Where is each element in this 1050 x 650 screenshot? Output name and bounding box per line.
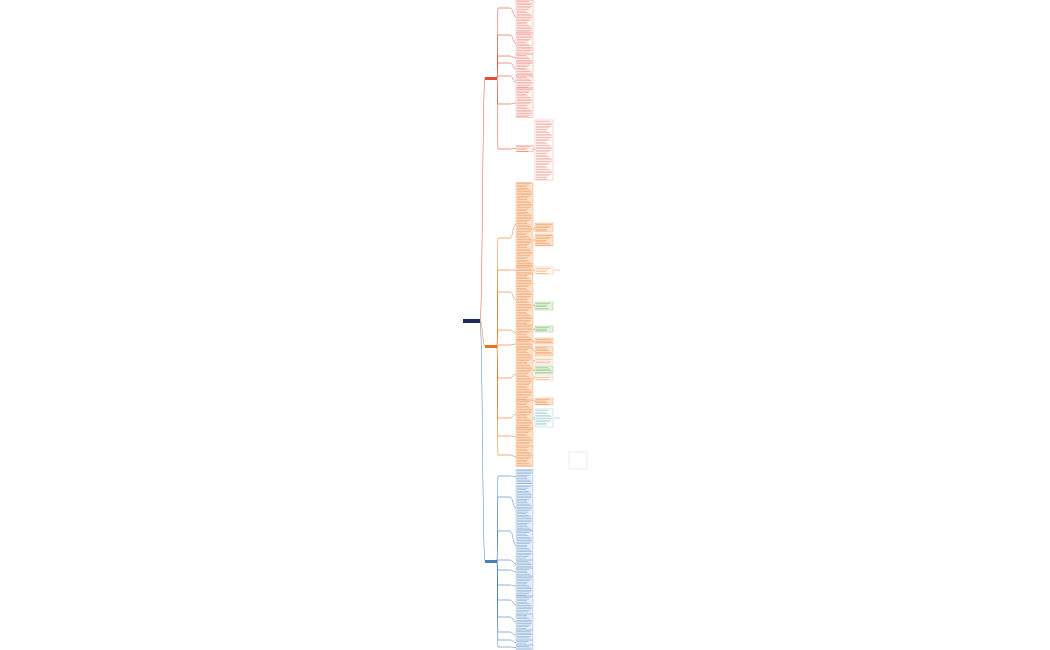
leaf-node: [515, 76, 534, 88]
link: [509, 329, 517, 333]
link: [496, 560, 499, 648]
link: [509, 496, 517, 509]
link: [532, 227, 536, 231]
detail-node: [534, 408, 554, 428]
link: [532, 399, 536, 402]
link: [509, 530, 517, 546]
leaf-node: [515, 560, 534, 568]
link: [532, 304, 536, 307]
branch-node: [485, 560, 497, 563]
link: [509, 454, 517, 457]
detail-node: [534, 375, 554, 381]
leaf-node: [515, 400, 534, 428]
detail-node: [534, 397, 554, 406]
link: [509, 646, 517, 648]
link: [509, 291, 517, 300]
link: [479, 320, 486, 347]
link: [496, 329, 499, 347]
leaf-node: [515, 62, 534, 76]
leaf-node: [515, 182, 534, 266]
nodes: [498, 0, 585, 650]
detail-node: [534, 266, 554, 275]
links: [479, 7, 536, 648]
leaf-node: [515, 485, 534, 531]
link: [479, 320, 486, 562]
link: [496, 77, 499, 150]
leaf-node: [515, 33, 534, 54]
link: [509, 599, 517, 606]
note: [568, 451, 588, 470]
leaf-node: [515, 640, 534, 645]
link: [509, 631, 517, 636]
detail-node: [534, 345, 554, 357]
link: [509, 102, 517, 105]
leaf-node: [515, 54, 534, 62]
link: [509, 413, 517, 419]
link: [532, 349, 536, 352]
link: [509, 55, 517, 59]
link: [532, 359, 536, 362]
link: [509, 223, 517, 239]
link: [532, 269, 536, 271]
branch-node: [485, 77, 497, 80]
link: [509, 616, 517, 623]
link: [509, 475, 517, 477]
link: [509, 584, 517, 587]
root-node: [463, 319, 480, 323]
link: [509, 62, 517, 70]
leaf-node: [515, 576, 534, 596]
link: [532, 148, 536, 151]
leaf-node: [515, 568, 534, 576]
detail-node: [534, 365, 554, 375]
link: [509, 148, 517, 150]
link: [509, 7, 517, 17]
leaf-node: [515, 630, 534, 640]
link: [532, 340, 536, 343]
leaf-node: [515, 340, 534, 348]
link: [496, 530, 499, 562]
leaf-node: [515, 0, 534, 33]
link: [496, 345, 499, 456]
link: [509, 75, 517, 83]
detail-node: [534, 233, 554, 247]
leaf-node: [515, 145, 534, 152]
link: [509, 569, 517, 573]
link: [509, 373, 517, 379]
link: [509, 639, 517, 643]
branch-node: [485, 345, 497, 348]
leaf-node: [515, 266, 534, 274]
link: [509, 435, 517, 438]
leaf-node: [515, 348, 534, 400]
link: [509, 343, 517, 346]
detail-node: [534, 301, 554, 311]
link: [479, 77, 486, 322]
leaf-node: [515, 645, 534, 650]
link: [509, 559, 517, 565]
leaf-node: [515, 446, 534, 467]
link: [509, 34, 517, 44]
detail-node: [534, 119, 554, 181]
link: [532, 328, 536, 331]
